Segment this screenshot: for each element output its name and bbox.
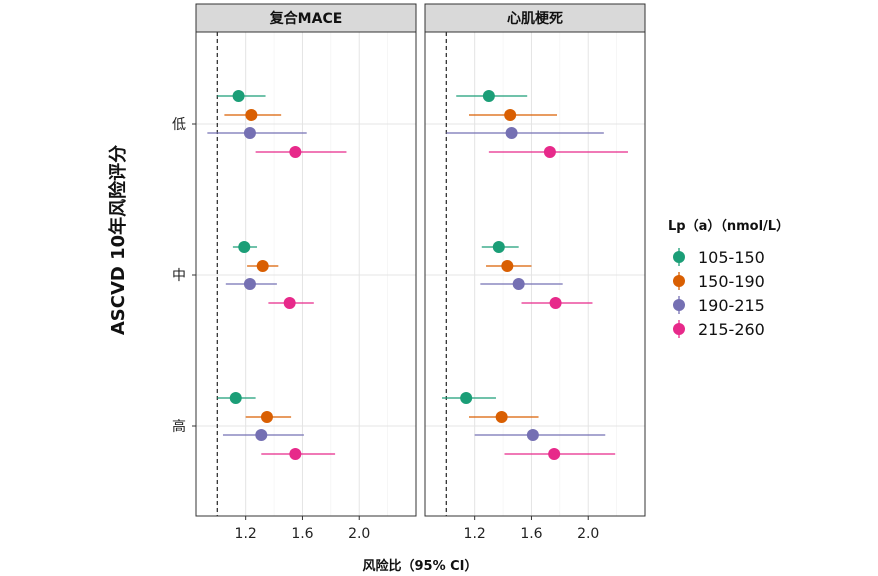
legend-entry: 105-150 <box>698 248 765 267</box>
hr-point <box>482 90 495 102</box>
legend-entry: 190-215 <box>698 296 765 315</box>
legend-title: Lp（a）（nmol/L） <box>668 218 789 234</box>
panel-strip <box>424 3 646 33</box>
panel-border <box>195 31 417 517</box>
y-tick-label: 低 <box>172 117 186 133</box>
panel-title: 心肌梗死 <box>507 10 563 27</box>
legend-entry: 215-260 <box>698 320 765 339</box>
x-tick-label: 1.6 <box>520 526 542 542</box>
hr-point <box>460 392 473 404</box>
hr-point <box>543 146 556 158</box>
legend-key-point <box>673 275 685 287</box>
hr-point <box>548 448 561 460</box>
panel-strip <box>195 3 417 33</box>
panel-title: 复合MACE <box>269 10 343 27</box>
hr-point <box>495 411 508 423</box>
y-axis-title: ASCVD 10年风险评分 <box>107 145 129 335</box>
hr-point <box>289 146 302 158</box>
hr-point <box>255 429 268 441</box>
y-tick-label: 中 <box>172 268 186 284</box>
hr-point <box>526 429 539 441</box>
legend-key-point <box>673 251 685 263</box>
hr-point <box>245 109 258 121</box>
x-axis-title: 风险比（95% CI） <box>362 558 477 574</box>
hr-point <box>492 241 505 253</box>
panel-background <box>425 32 645 516</box>
panel-background <box>196 32 416 516</box>
hr-point <box>501 260 514 272</box>
legend-entry: 150-190 <box>698 272 765 291</box>
hr-point <box>256 260 269 272</box>
legend-key-point <box>673 323 685 335</box>
hr-point <box>505 127 518 139</box>
hr-point <box>243 278 256 290</box>
hr-point <box>238 241 251 253</box>
x-tick-label: 2.0 <box>348 526 370 542</box>
legend-key-point <box>673 299 685 311</box>
hr-point <box>229 392 242 404</box>
x-tick-label: 1.6 <box>291 526 313 542</box>
hr-point <box>504 109 517 121</box>
x-tick-label: 1.2 <box>235 526 257 542</box>
hr-point <box>289 448 302 460</box>
hr-point <box>243 127 256 139</box>
hr-point <box>283 297 296 309</box>
hr-point <box>232 90 245 102</box>
hr-point <box>260 411 273 423</box>
x-tick-label: 2.0 <box>577 526 599 542</box>
panel-border <box>424 31 646 517</box>
hr-point <box>512 278 525 290</box>
y-tick-label: 高 <box>172 418 186 435</box>
x-tick-label: 1.2 <box>464 526 486 542</box>
hr-point <box>549 297 562 309</box>
